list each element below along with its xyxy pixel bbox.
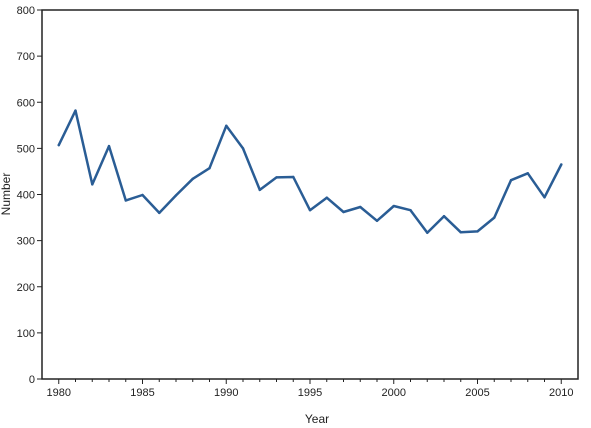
- data-point-2006: [493, 216, 496, 219]
- x-tick-label-2000: 2000: [382, 387, 406, 399]
- data-point-1988: [191, 177, 194, 181]
- data-point-2002: [426, 231, 429, 234]
- y-tick-label-500: 500: [17, 143, 35, 155]
- data-point-1994: [292, 175, 295, 179]
- y-tick-label-300: 300: [17, 236, 35, 248]
- data-point-2010: [560, 163, 563, 166]
- data-point-1999: [375, 219, 379, 222]
- data-point-1992: [258, 188, 261, 192]
- data-point-1991: [241, 147, 245, 150]
- y-tick-label-200: 200: [17, 282, 35, 294]
- x-tick-label-1980: 1980: [47, 387, 71, 399]
- x-tick-label-1990: 1990: [214, 387, 238, 399]
- series-line-0: [57, 109, 563, 235]
- plot-frame: [41, 9, 579, 380]
- data-point-1985: [141, 193, 144, 197]
- x-tick-label-1995: 1995: [298, 387, 322, 399]
- data-point-1998: [359, 205, 362, 209]
- data-point-1981: [74, 109, 77, 112]
- data-point-2003: [442, 214, 446, 218]
- y-tick-label-400: 400: [17, 190, 35, 202]
- data-point-1986: [158, 211, 161, 215]
- y-tick-label-700: 700: [17, 51, 35, 63]
- x-axis-title: Year: [305, 412, 329, 426]
- y-tick-label-800: 800: [17, 5, 35, 17]
- data-point-2004: [459, 231, 462, 234]
- data-point-2000: [392, 204, 395, 208]
- data-point-1980: [57, 143, 60, 147]
- data-point-1989: [208, 167, 211, 170]
- y-tick-label-0: 0: [29, 374, 35, 386]
- x-tick-label-1985: 1985: [130, 387, 154, 399]
- data-point-1996: [325, 196, 328, 199]
- data-point-2007: [509, 179, 513, 182]
- y-tick-label-100: 100: [17, 328, 35, 340]
- data-point-1990: [225, 124, 228, 127]
- data-point-1984: [124, 199, 127, 202]
- data-point-2001: [409, 208, 412, 212]
- y-tick-label-600: 600: [17, 97, 35, 109]
- data-point-2008: [526, 172, 529, 175]
- data-point-1983: [107, 144, 111, 148]
- data-point-1997: [342, 210, 345, 214]
- x-tick-label-2005: 2005: [465, 387, 489, 399]
- data-point-2005: [476, 230, 479, 233]
- y-axis-title: Number: [0, 173, 13, 216]
- data-point-2009: [543, 196, 546, 199]
- data-point-1987: [174, 194, 178, 197]
- data-point-1982: [91, 183, 94, 186]
- x-tick-label-2010: 2010: [549, 387, 573, 399]
- data-point-1995: [308, 208, 312, 212]
- data-point-1993: [275, 176, 278, 179]
